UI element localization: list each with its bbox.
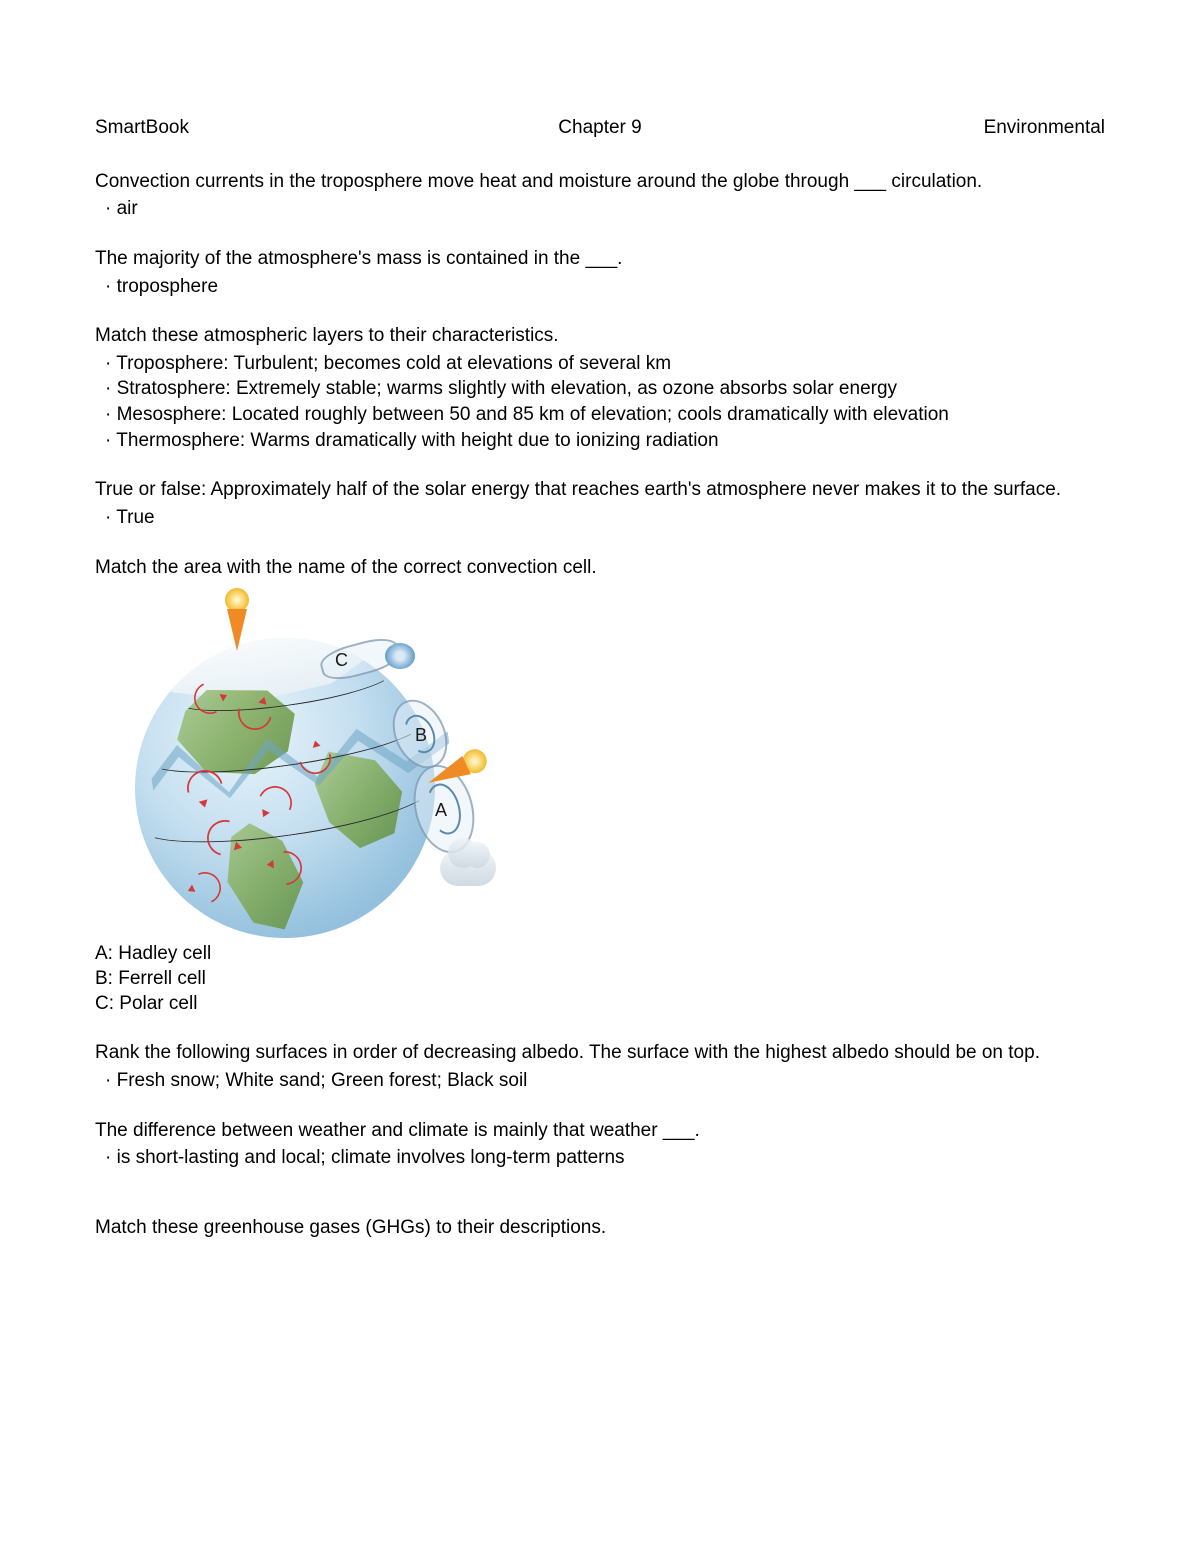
header-center: Chapter 9 [432,115,769,141]
convection-cell-diagram: A B C [95,588,1105,938]
cold-air-icon [385,643,415,669]
qa-block-6: Rank the following surfaces in order of … [95,1040,1105,1093]
question-8: Match these greenhouse gases (GHGs) to t… [95,1215,1105,1241]
answer-4: True [95,505,1105,531]
label-a: A [435,798,447,822]
answer-5a: A: Hadley cell [95,942,1105,967]
answer-5b: B: Ferrell cell [95,967,1105,992]
label-b: B [415,723,427,747]
globe-diagram: A B C [95,588,495,938]
answer-2: troposphere [95,274,1105,300]
qa-block-2: The majority of the atmosphere's mass is… [95,246,1105,299]
document-header: SmartBook Chapter 9 Environmental [95,115,1105,141]
question-5: Match the area with the name of the corr… [95,555,1105,581]
answer-1: air [95,196,1105,222]
label-c: C [335,648,348,672]
question-2: The majority of the atmosphere's mass is… [95,246,1105,272]
question-4: True or false: Approximately half of the… [95,477,1105,503]
qa-block-5: Match the area with the name of the corr… [95,555,1105,1017]
convection-cell-answers: A: Hadley cell B: Ferrell cell C: Polar … [95,942,1105,1016]
answer-6: Fresh snow; White sand; Green forest; Bl… [95,1068,1105,1094]
qa-block-4: True or false: Approximately half of the… [95,477,1105,530]
solar-input-icon [225,588,249,651]
header-left: SmartBook [95,115,432,141]
sunbeam-icon [227,609,247,651]
answer-3b: Stratosphere: Extremely stable; warms sl… [95,376,1105,402]
qa-block-8: Match these greenhouse gases (GHGs) to t… [95,1215,1105,1241]
question-1: Convection currents in the troposphere m… [95,169,1105,195]
qa-block-3: Match these atmospheric layers to their … [95,323,1105,453]
cloud-icon [440,850,496,886]
qa-block-7: The difference between weather and clima… [95,1118,1105,1171]
answer-3d: Thermosphere: Warms dramatically with he… [95,428,1105,454]
question-7: The difference between weather and clima… [95,1118,1105,1144]
question-6: Rank the following surfaces in order of … [95,1040,1105,1066]
question-3: Match these atmospheric layers to their … [95,323,1105,349]
header-right: Environmental [768,115,1105,141]
answer-5c: C: Polar cell [95,992,1105,1017]
answer-3c: Mesosphere: Located roughly between 50 a… [95,402,1105,428]
answer-7: is short-lasting and local; climate invo… [95,1145,1105,1171]
answer-3a: Troposphere: Turbulent; becomes cold at … [95,351,1105,377]
qa-block-1: Convection currents in the troposphere m… [95,169,1105,222]
